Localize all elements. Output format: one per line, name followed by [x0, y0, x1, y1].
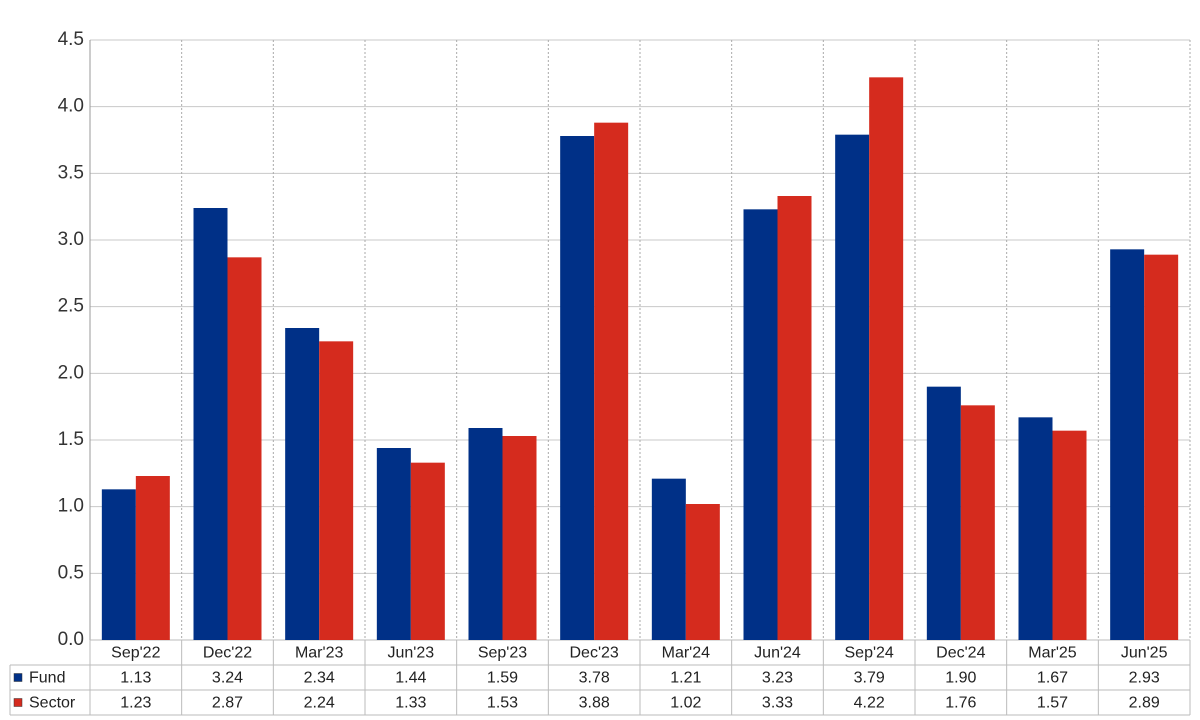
bar [835, 134, 870, 640]
table-value: 1.33 [395, 695, 426, 712]
table-value: 3.88 [579, 695, 610, 712]
legend-label: Sector [29, 695, 76, 712]
table-value: 2.89 [1129, 695, 1160, 712]
y-tick-label: 3.0 [58, 229, 84, 250]
table-value: 1.02 [670, 695, 701, 712]
x-tick-label: Sep'24 [845, 645, 894, 662]
bar [319, 341, 354, 640]
bar [743, 209, 778, 641]
bar [926, 386, 961, 640]
x-tick-label: Sep'23 [478, 645, 527, 662]
legend-swatch [13, 698, 23, 707]
table-value: 1.76 [945, 695, 976, 712]
table-value: 1.21 [670, 670, 701, 687]
table-value: 2.24 [304, 695, 335, 712]
table-value: 4.22 [854, 695, 885, 712]
table-value: 1.23 [120, 695, 151, 712]
table-value: 1.53 [487, 695, 518, 712]
bar [651, 478, 686, 640]
bar [193, 208, 228, 640]
bar [1110, 249, 1145, 641]
table-value: 2.34 [304, 670, 335, 687]
x-tick-label: Jun'24 [754, 645, 801, 662]
bar [227, 257, 262, 640]
y-tick-label: 1.0 [58, 496, 84, 517]
table-value: 1.44 [395, 670, 426, 687]
bar [1144, 254, 1179, 640]
x-tick-label: Mar'23 [295, 645, 344, 662]
bar [376, 448, 411, 640]
x-tick-label: Mar'24 [662, 645, 711, 662]
table-value: 1.13 [120, 670, 151, 687]
y-tick-label: 4.0 [58, 96, 84, 117]
x-tick-label: Dec'24 [936, 645, 985, 662]
x-tick-label: Jun'23 [388, 645, 435, 662]
table-value: 1.67 [1037, 670, 1068, 687]
y-tick-label: 2.0 [58, 362, 84, 383]
bar [777, 196, 812, 640]
legend-label: Fund [29, 670, 65, 687]
bar [285, 328, 320, 640]
table-value: 3.78 [579, 670, 610, 687]
x-tick-label: Jun'25 [1121, 645, 1168, 662]
table-value: 3.33 [762, 695, 793, 712]
bar [560, 136, 595, 640]
bar [135, 476, 170, 640]
table-value: 2.87 [212, 695, 243, 712]
legend-swatch [13, 673, 23, 682]
bar [410, 462, 445, 640]
bar [1018, 417, 1053, 640]
table-value: 2.93 [1129, 670, 1160, 687]
table-value: 1.90 [945, 670, 976, 687]
y-tick-label: 2.5 [58, 296, 84, 317]
bar [1052, 430, 1087, 640]
bar [594, 122, 629, 640]
bar [869, 77, 904, 641]
table-value: 3.24 [212, 670, 243, 687]
table-value: 3.23 [762, 670, 793, 687]
x-tick-label: Dec'23 [570, 645, 619, 662]
table-value: 3.79 [854, 670, 885, 687]
y-tick-label: 3.5 [58, 162, 84, 183]
bar [101, 489, 136, 640]
y-tick-label: 0.5 [58, 562, 84, 583]
y-tick-label: 0.0 [58, 629, 84, 650]
bar [685, 504, 720, 640]
bar [468, 428, 503, 640]
y-tick-label: 1.5 [58, 429, 84, 450]
table-value: 1.57 [1037, 695, 1068, 712]
table-value: 1.59 [487, 670, 518, 687]
x-tick-label: Mar'25 [1028, 645, 1077, 662]
y-tick-label: 4.5 [58, 29, 84, 50]
x-tick-label: Sep'22 [111, 645, 160, 662]
bar [502, 436, 537, 640]
x-tick-label: Dec'22 [203, 645, 252, 662]
bar [960, 405, 995, 640]
